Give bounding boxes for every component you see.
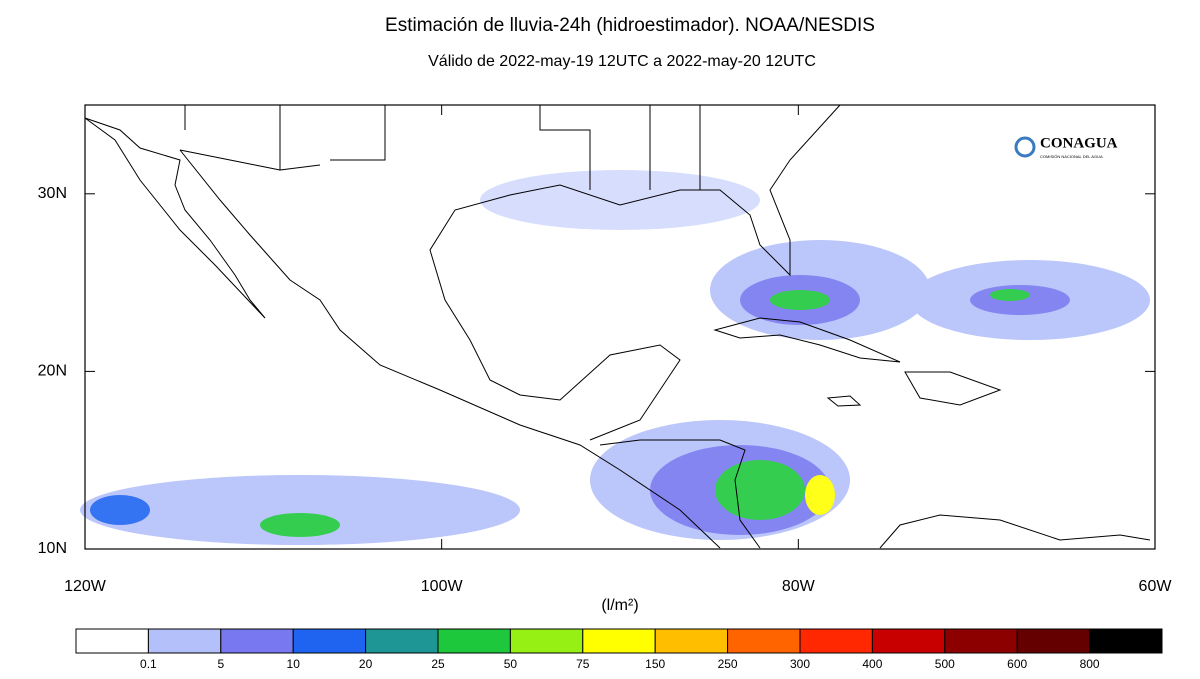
colorbar-label: 75	[576, 657, 590, 671]
colorbar-box	[1016, 628, 1091, 654]
colorbar-label: 25	[431, 657, 445, 671]
x-tick-label: 60W	[1139, 578, 1173, 595]
subtitle: Válido de 2022-may-19 12UTC a 2022-may-2…	[428, 53, 816, 70]
rain-field	[80, 170, 1150, 545]
colorbar-box	[727, 628, 801, 654]
colorbar-box	[944, 628, 1018, 654]
colorbar-label: 10	[287, 657, 301, 671]
colorbar-label: 50	[504, 657, 518, 671]
colorbar-box	[871, 628, 946, 654]
logo: CONAGUA COMISIÓN NACIONAL DEL AGUA	[1014, 135, 1118, 159]
logo-icon	[1014, 136, 1036, 158]
colorbar-box	[654, 628, 729, 654]
y-tick-label: 20N	[38, 363, 67, 380]
colorbar-label: 500	[935, 657, 955, 671]
colorbar-label: 300	[790, 657, 810, 671]
coastlines	[84, 104, 1151, 549]
x-tick-label: 120W	[64, 578, 107, 595]
map-frame	[84, 104, 1156, 550]
colorbar-box	[292, 628, 367, 654]
colorbar-box	[1089, 628, 1163, 654]
colorbar-label: 150	[645, 657, 665, 671]
unit-label: (l/m²)	[601, 597, 638, 614]
colorbar-box	[509, 628, 584, 654]
logo-tagline: COMISIÓN NACIONAL DEL AGUA	[1040, 154, 1103, 159]
y-tick-label: 30N	[38, 185, 67, 202]
colorbar-label: 5	[217, 657, 224, 671]
x-tick-label: 100W	[421, 578, 464, 595]
colorbar-box	[437, 628, 511, 654]
x-tick-label: 80W	[782, 578, 816, 595]
colorbar-box	[147, 628, 222, 654]
colorbar-label: 20	[359, 657, 373, 671]
y-tick-label: 10N	[38, 540, 67, 557]
colorbar-box	[582, 628, 656, 654]
colorbar-label: 600	[1007, 657, 1027, 671]
colorbar-label: 800	[1080, 657, 1100, 671]
colorbar-box	[220, 628, 294, 654]
colorbar-label: 250	[718, 657, 738, 671]
colorbar-label: 0.1	[140, 657, 157, 671]
colorbar-box	[365, 628, 439, 654]
colorbar-box	[75, 628, 149, 654]
colorbar-label: 400	[862, 657, 882, 671]
map	[80, 104, 1156, 550]
colorbar-box	[799, 628, 873, 654]
title: Estimación de lluvia-24h (hidroestimador…	[385, 15, 875, 36]
logo-name: CONAGUA	[1040, 135, 1118, 151]
